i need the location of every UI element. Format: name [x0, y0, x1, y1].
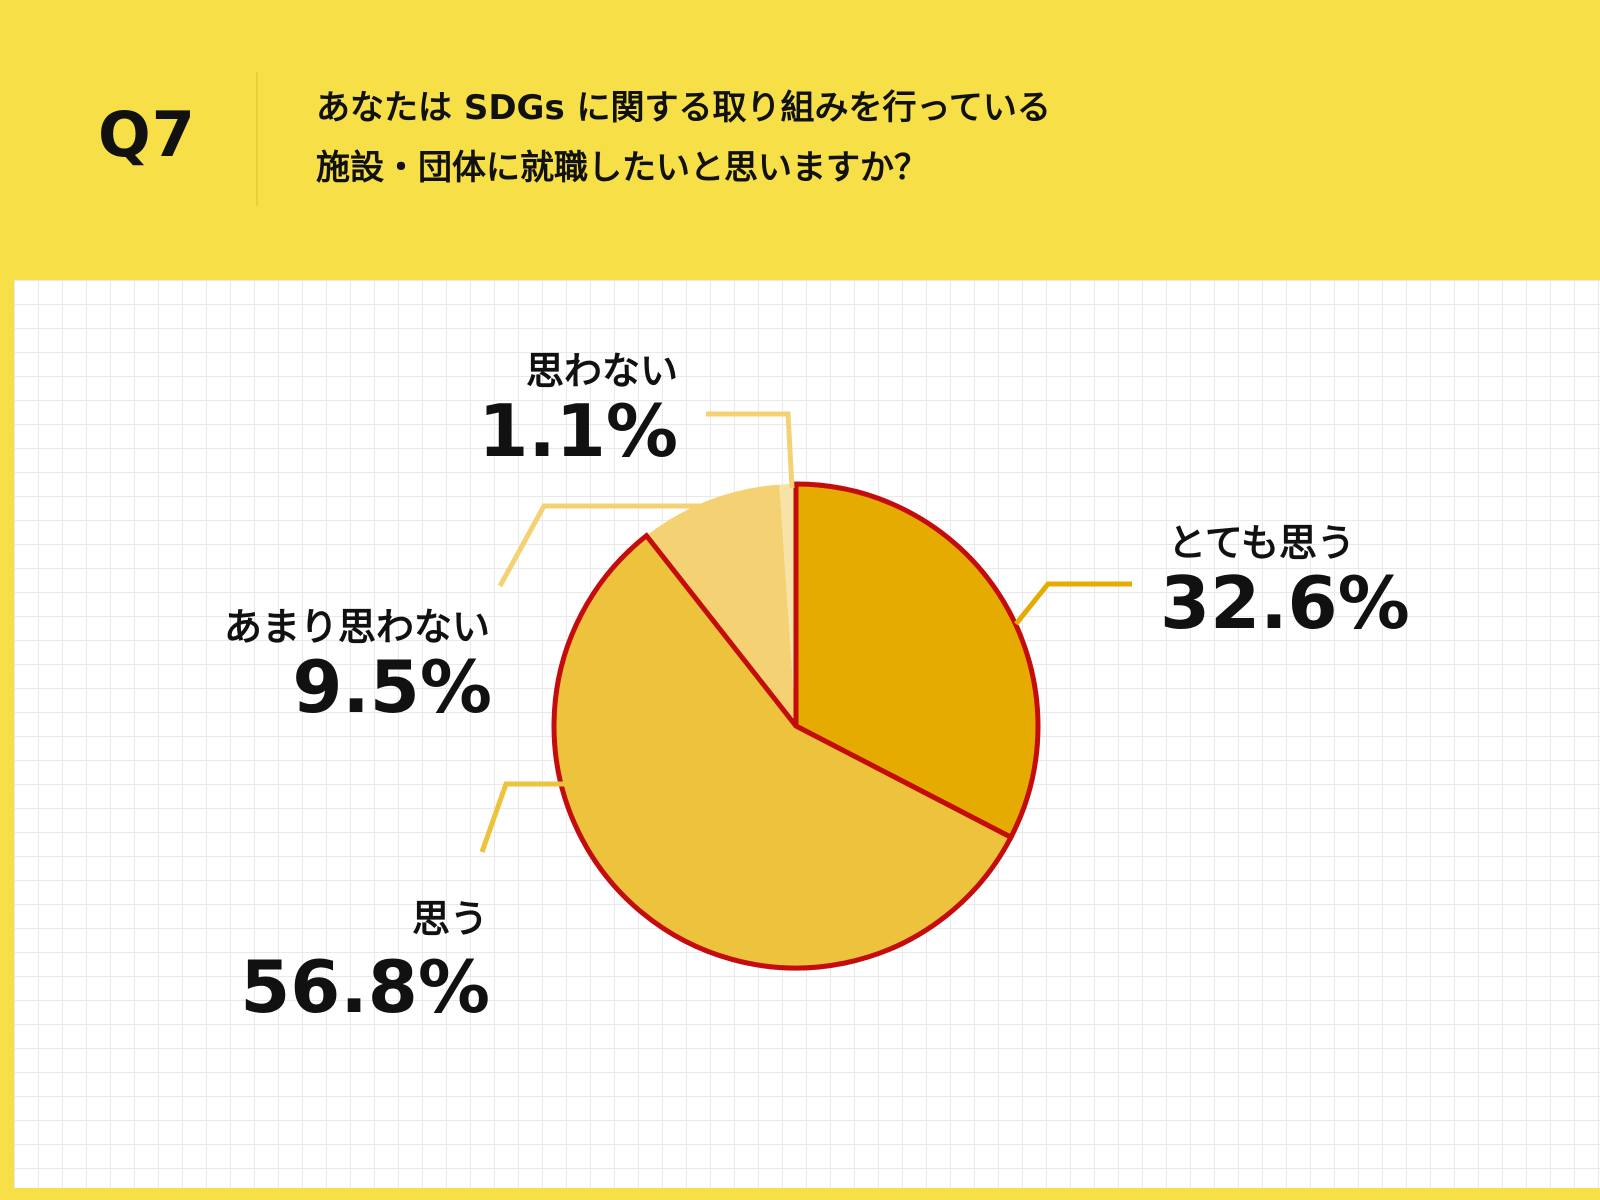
label-value-totemo-omou: 32.6% — [1160, 561, 1410, 645]
leader-line-amari-omowanai — [497, 503, 700, 588]
question-number: Q7 — [98, 98, 196, 171]
label-value-amari-omowanai: 9.5% — [292, 645, 492, 729]
label-name-amari-omowanai: あまり思わない — [224, 605, 490, 649]
leader-line-omowanai — [706, 411, 795, 489]
question-line-1: あなたは SDGs に関する取り組みを行っている — [316, 88, 1051, 128]
leader-line-omou — [479, 781, 566, 853]
pie-slice-totemo-omou — [793, 481, 1041, 841]
leader-line-totemo-omou — [1014, 581, 1132, 626]
label-name-totemo-omou: とても思う — [1168, 521, 1355, 565]
header-divider — [256, 72, 258, 206]
label-name-omou: 思う — [412, 897, 488, 941]
pie-slice-omowanai — [779, 484, 796, 726]
question-text: あなたは SDGs に関する取り組みを行っている 施設・団体に就職したいと思いま… — [316, 78, 1051, 198]
label-value-omowanai: 1.1% — [478, 389, 678, 473]
pie-slices — [551, 481, 1041, 971]
label-name-omowanai: 思わない — [526, 349, 678, 393]
label-value-omou: 56.8% — [240, 945, 490, 1029]
question-line-2: 施設・団体に就職したいと思いますか？ — [316, 148, 928, 188]
pie-slice-omou — [551, 532, 1015, 971]
header: Q7 あなたは SDGs に関する取り組みを行っている 施設・団体に就職したいと… — [0, 0, 1600, 280]
pie-slice-amari-omowanai — [646, 484, 796, 726]
